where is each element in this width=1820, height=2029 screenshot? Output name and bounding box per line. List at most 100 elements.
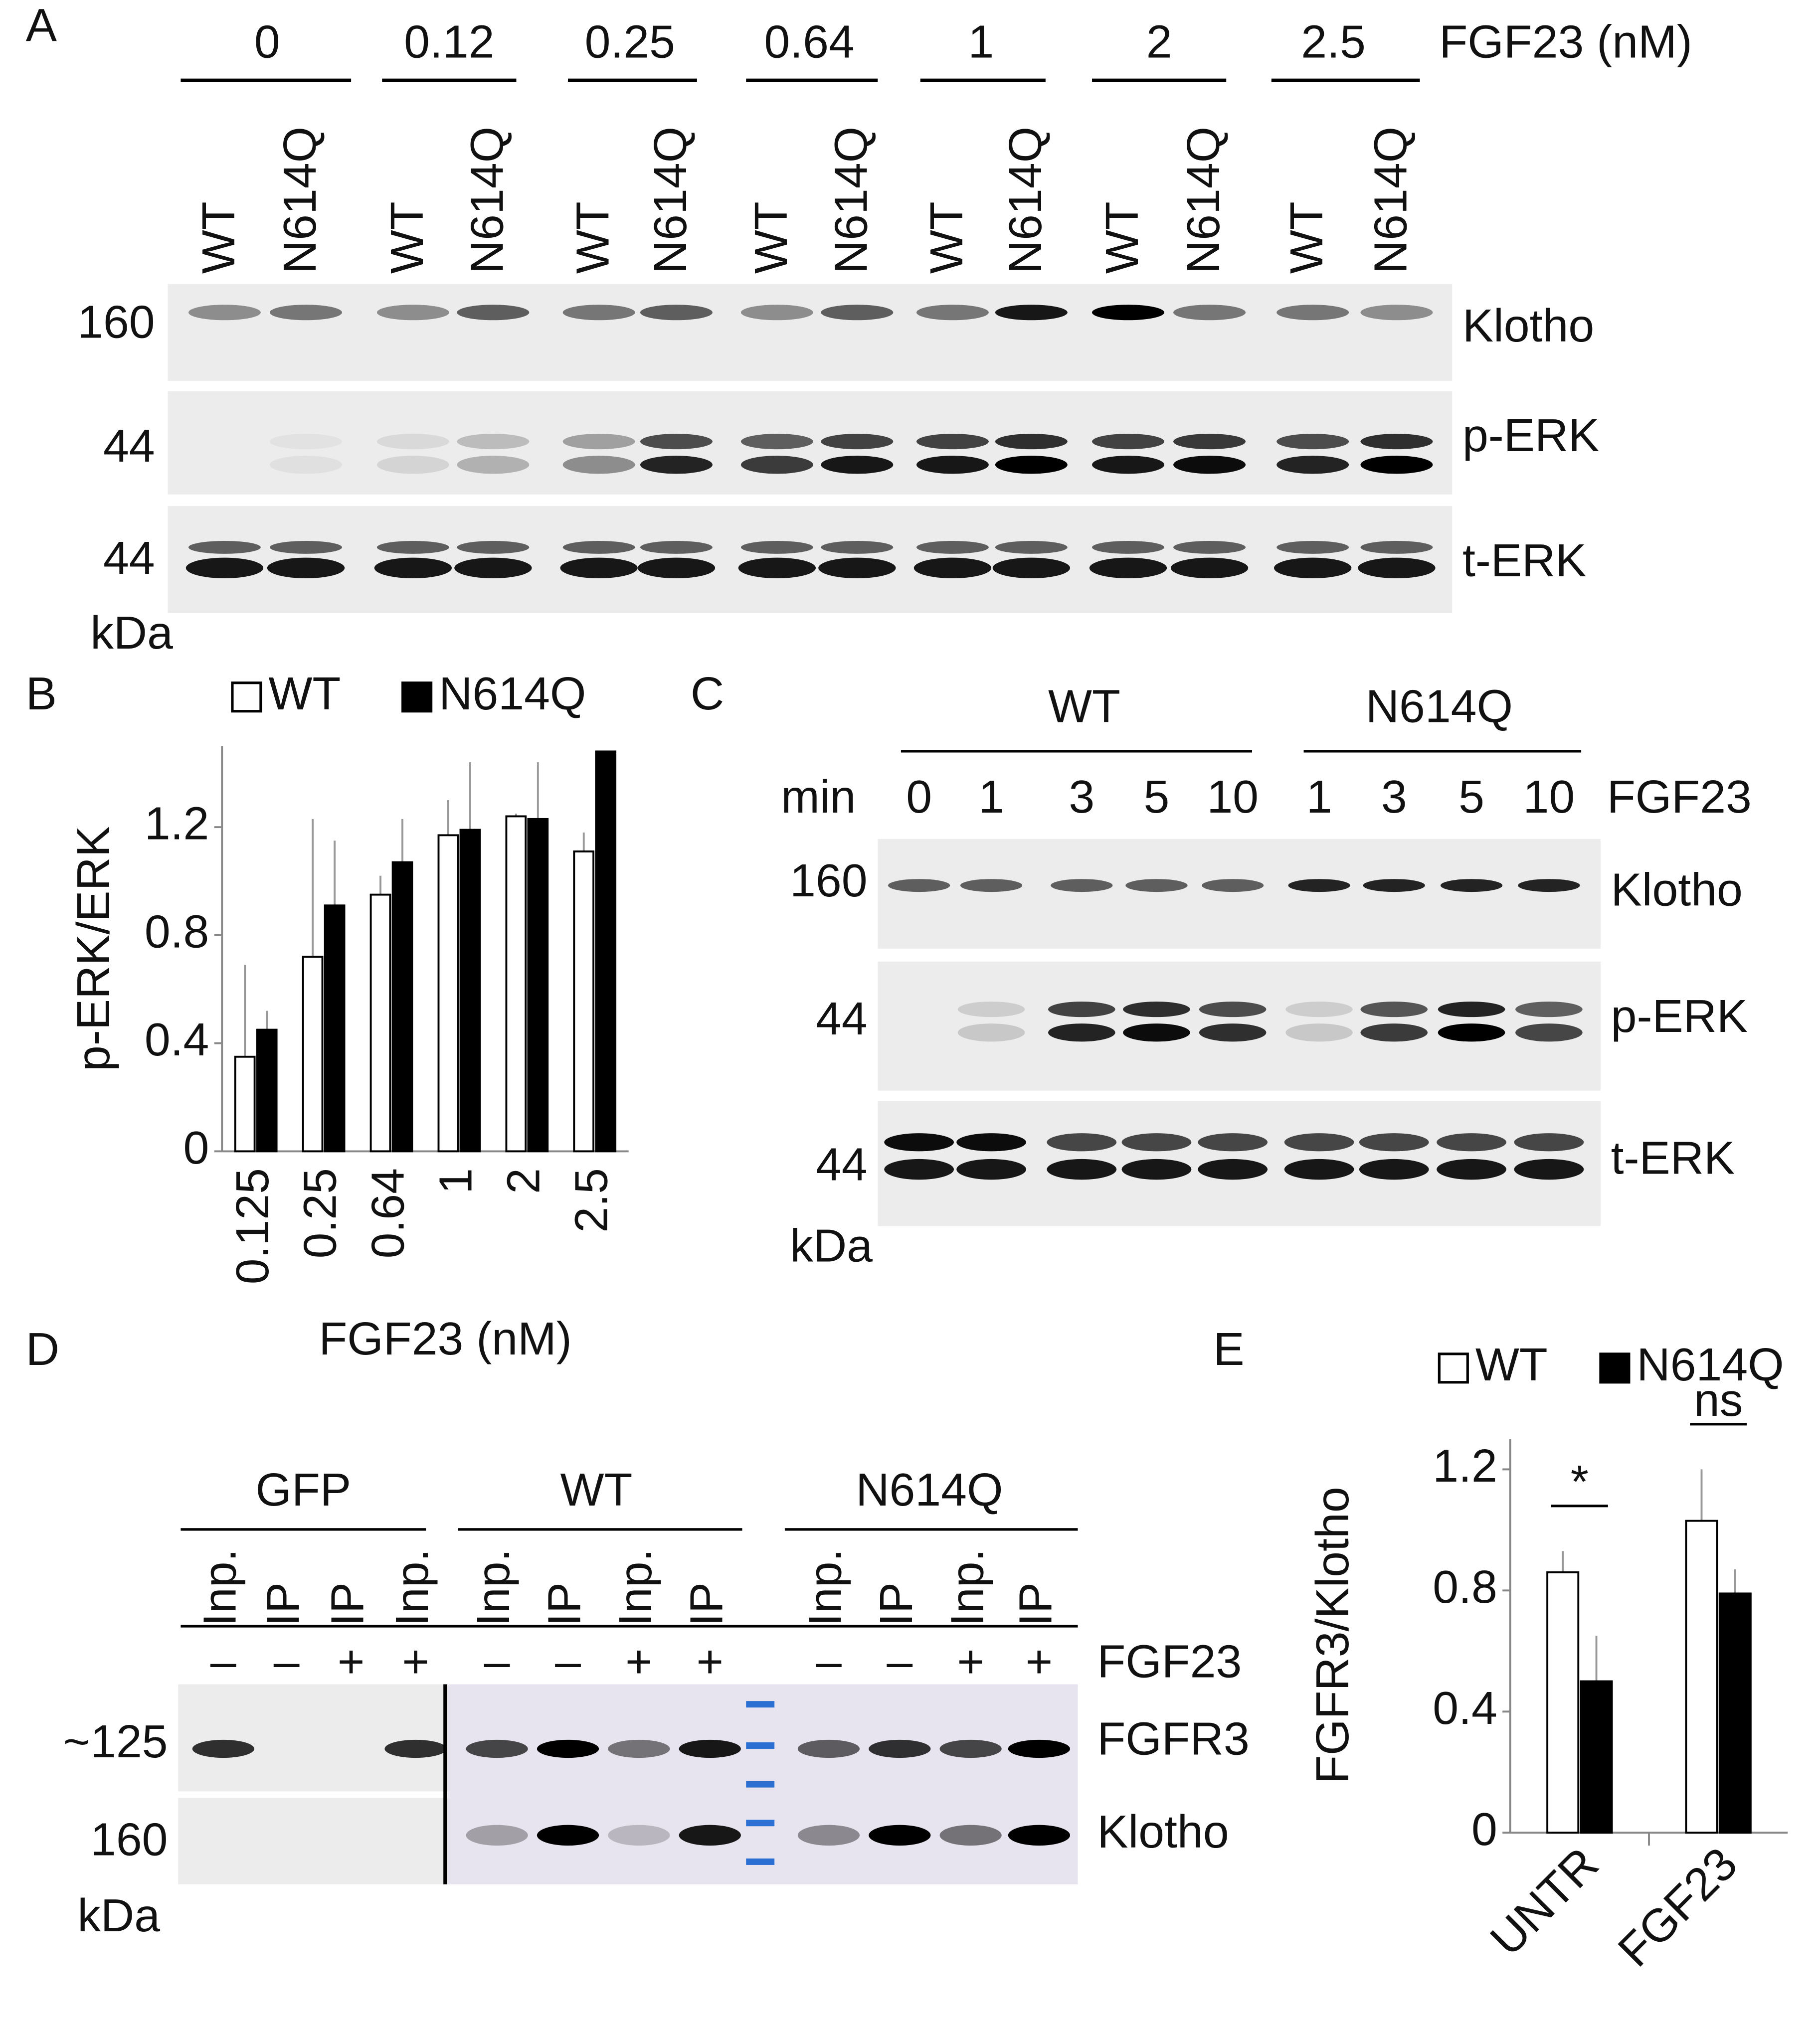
band: [1514, 1133, 1584, 1152]
lane-label: Inp.: [467, 1549, 519, 1626]
band: [1173, 434, 1246, 450]
dose-label: 0.12: [404, 16, 494, 68]
dose-label: 0.25: [585, 16, 675, 68]
band: [562, 434, 635, 450]
band: [821, 540, 894, 554]
bar: [324, 904, 346, 1153]
band: [995, 456, 1068, 474]
ladder: [746, 1781, 775, 1788]
annotation: ns: [1694, 1374, 1743, 1426]
band: [562, 540, 635, 554]
x-tick-label: UNTR: [1480, 1838, 1609, 1966]
band: [1198, 1159, 1268, 1180]
band: [1437, 1133, 1506, 1152]
x-tick-label: 1: [430, 1168, 482, 1194]
time-value: 3: [1069, 771, 1094, 823]
dose-unit: FGF23 (nM): [1439, 16, 1692, 68]
bar: [1718, 1592, 1752, 1834]
band: [640, 434, 713, 450]
marker: ~125: [63, 1715, 168, 1767]
lane-label: N614Q: [1364, 127, 1416, 274]
band: [1360, 434, 1433, 450]
marker: 44: [103, 420, 155, 472]
bar: [369, 893, 391, 1153]
y-tick-label: 1.2: [145, 798, 209, 849]
band: [1360, 1002, 1428, 1017]
dose-label: 1: [968, 16, 994, 68]
band: [1199, 1002, 1267, 1017]
band: [740, 434, 813, 450]
bar: [573, 850, 595, 1153]
lane-label: WT: [567, 201, 619, 274]
lane-label: Inp.: [609, 1549, 661, 1626]
row-label: Klotho: [1097, 1806, 1229, 1858]
marker: 44: [103, 532, 155, 584]
lane-label: N614Q: [644, 127, 696, 274]
band: [916, 540, 989, 554]
x-tick-label: 2.5: [565, 1168, 617, 1233]
y-tick-label: 0.4: [145, 1014, 209, 1065]
band: [995, 305, 1068, 321]
treatment-sign: –: [210, 1635, 236, 1687]
band: [740, 540, 813, 554]
band: [995, 540, 1068, 554]
row-label: t-ERK: [1462, 534, 1587, 586]
band: [466, 1739, 528, 1758]
row-label: t-ERK: [1611, 1132, 1735, 1184]
ladder: [746, 1820, 775, 1827]
legend-swatch: [1599, 1353, 1631, 1384]
band: [992, 557, 1070, 579]
bar: [437, 834, 459, 1153]
band: [270, 540, 342, 554]
band: [1288, 879, 1350, 892]
time-value: 1: [1306, 771, 1332, 823]
band: [1274, 557, 1352, 579]
band: [1048, 1002, 1115, 1017]
band: [376, 456, 449, 474]
bar: [1580, 1680, 1613, 1834]
bar: [302, 956, 324, 1153]
lane-label: WT: [1280, 201, 1332, 274]
lane-label: Inp.: [193, 1549, 245, 1626]
band: [374, 557, 452, 579]
unit: kDa: [90, 607, 173, 659]
lane-label: WT: [920, 201, 972, 274]
band: [956, 1133, 1026, 1152]
band: [797, 1739, 860, 1758]
lane-label: IP: [539, 1582, 590, 1626]
band: [1121, 1133, 1192, 1152]
y-tick-label: 0: [183, 1122, 209, 1174]
band: [740, 456, 813, 474]
row-label: Klotho: [1462, 300, 1594, 351]
band: [679, 1739, 741, 1758]
row-label: p-ERK: [1611, 990, 1748, 1042]
treatment-sign: –: [274, 1635, 300, 1687]
band: [1360, 540, 1433, 554]
band: [738, 557, 816, 579]
lane-label: N614Q: [825, 127, 877, 274]
unit: kDa: [77, 1889, 160, 1941]
band: [1437, 1159, 1506, 1180]
band: [1276, 540, 1349, 554]
time-value: 5: [1144, 771, 1170, 823]
treatment-sign: –: [555, 1635, 581, 1687]
band: [1089, 557, 1167, 579]
band: [608, 1825, 670, 1846]
time-value: 0: [906, 771, 932, 823]
marker: 44: [816, 993, 868, 1044]
time-value: 1: [978, 771, 1004, 823]
band: [1092, 305, 1164, 321]
time-label: min: [781, 771, 856, 823]
legend-label: WT: [268, 668, 341, 719]
treatment-sign: –: [816, 1635, 842, 1687]
treatment-sign: +: [697, 1635, 724, 1687]
y-tick-label: 0.8: [1433, 1561, 1497, 1613]
band: [957, 1002, 1025, 1017]
group-label: GFP: [256, 1464, 352, 1516]
band: [818, 557, 896, 579]
y-axis-label: FGFR3/Klotho: [1306, 1487, 1358, 1784]
band: [1170, 557, 1249, 579]
x-axis-label: FGF23 (nM): [319, 1313, 571, 1364]
band: [1285, 1023, 1353, 1042]
band: [1515, 1002, 1583, 1017]
